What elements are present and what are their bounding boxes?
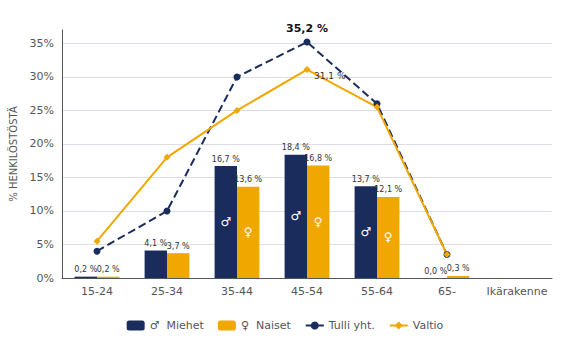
svg-text:♀: ♀	[244, 225, 253, 239]
svg-text:0,0 %: 0,0 %	[424, 267, 447, 276]
svg-text:20%: 20%	[30, 137, 54, 150]
svg-text:0,2 %: 0,2 %	[97, 265, 120, 274]
svg-text:31,1 %: 31,1 %	[314, 71, 346, 81]
svg-text:30%: 30%	[30, 70, 54, 83]
svg-text:Tulli yht.: Tulli yht.	[328, 319, 375, 332]
svg-text:16,8 %: 16,8 %	[304, 154, 332, 163]
svg-text:16,7 %: 16,7 %	[212, 155, 240, 164]
svg-text:0,2 %: 0,2 %	[74, 265, 97, 274]
svg-text:13,7 %: 13,7 %	[352, 175, 380, 184]
svg-text:% HENKILÖSTÖSTÄ: % HENKILÖSTÖSTÄ	[7, 106, 19, 202]
svg-text:0,3 %: 0,3 %	[447, 264, 470, 273]
svg-text:♀ Naiset: ♀ Naiset	[241, 319, 292, 332]
svg-text:13,6 %: 13,6 %	[234, 175, 262, 184]
svg-text:45-54: 45-54	[291, 285, 323, 298]
svg-text:0%: 0%	[37, 272, 54, 285]
svg-text:Valtio: Valtio	[413, 319, 444, 332]
svg-text:♂: ♂	[220, 215, 231, 229]
svg-text:35%: 35%	[30, 37, 54, 50]
svg-text:35-44: 35-44	[221, 285, 253, 298]
svg-text:4,1 %: 4,1 %	[144, 239, 167, 248]
svg-text:35,2 %: 35,2 %	[286, 22, 328, 35]
svg-text:55-64: 55-64	[361, 285, 393, 298]
svg-text:♂: ♂	[290, 209, 301, 223]
svg-text:15%: 15%	[30, 171, 54, 184]
svg-text:25%: 25%	[30, 104, 54, 117]
svg-text:15-24: 15-24	[81, 285, 113, 298]
svg-text:♂ Miehet: ♂ Miehet	[150, 319, 205, 332]
svg-text:10%: 10%	[30, 204, 54, 217]
svg-text:Ikärakenne: Ikärakenne	[487, 285, 548, 298]
svg-text:♂: ♂	[360, 225, 371, 239]
svg-text:12,1 %: 12,1 %	[374, 185, 402, 194]
svg-text:♀: ♀	[314, 215, 323, 229]
svg-text:25-34: 25-34	[151, 285, 183, 298]
svg-text:65-: 65-	[438, 285, 456, 298]
svg-text:5%: 5%	[37, 238, 54, 251]
svg-text:♀: ♀	[384, 230, 393, 244]
svg-text:18,4 %: 18,4 %	[282, 143, 310, 152]
svg-text:3,7 %: 3,7 %	[167, 242, 190, 251]
